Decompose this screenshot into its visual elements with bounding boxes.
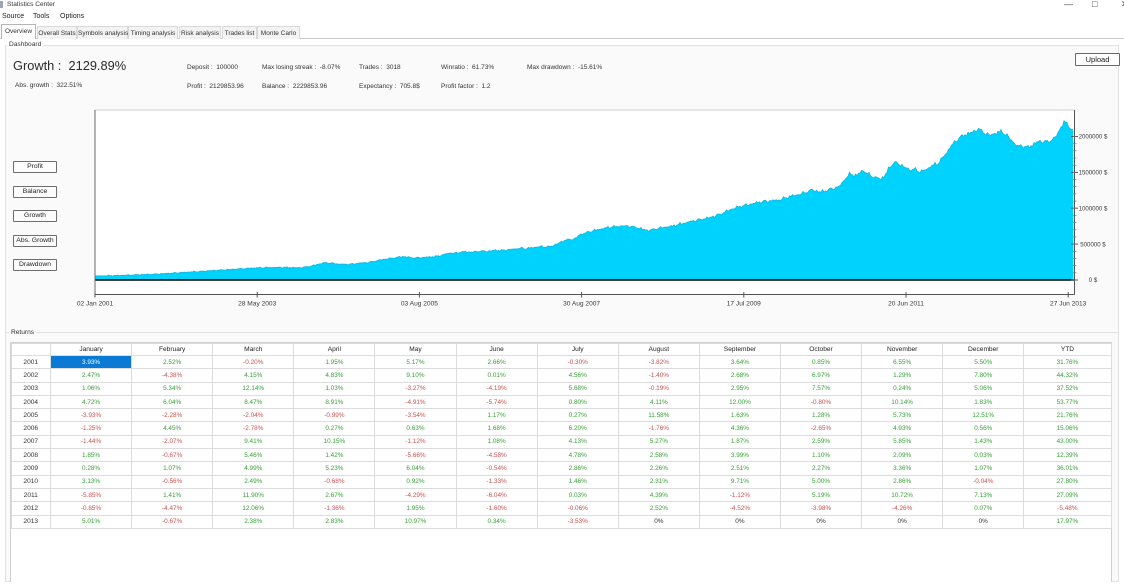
svg-text:0 $: 0 $	[1089, 277, 1098, 284]
svg-text:30 Aug 2007: 30 Aug 2007	[563, 301, 600, 308]
svg-text:20 Jun 2011: 20 Jun 2011	[888, 301, 924, 308]
svg-text:03 Aug 2005: 03 Aug 2005	[401, 301, 438, 308]
svg-text:500000 $: 500000 $	[1080, 241, 1106, 248]
svg-text:02 Jan 2001: 02 Jan 2001	[77, 301, 114, 308]
svg-text:28 May 2003: 28 May 2003	[238, 301, 276, 308]
svg-text:27 Jun 2013: 27 Jun 2013	[1050, 301, 1087, 308]
svg-text:2000000 $: 2000000 $	[1079, 134, 1108, 141]
svg-text:1000000 $: 1000000 $	[1079, 205, 1108, 212]
svg-text:1500000 $: 1500000 $	[1079, 170, 1108, 177]
svg-text:17 Jul 2009: 17 Jul 2009	[727, 301, 761, 308]
